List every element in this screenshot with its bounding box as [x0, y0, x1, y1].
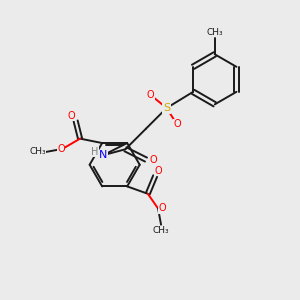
Text: O: O [57, 144, 65, 154]
Text: S: S [163, 103, 170, 113]
Text: CH₃: CH₃ [153, 226, 169, 235]
Text: CH₃: CH₃ [29, 147, 46, 156]
Text: N: N [99, 150, 107, 160]
Text: O: O [147, 90, 154, 100]
Text: O: O [149, 154, 157, 165]
Text: H: H [91, 147, 98, 157]
Text: O: O [159, 203, 166, 214]
Text: O: O [173, 119, 181, 129]
Text: O: O [68, 111, 75, 121]
Text: CH₃: CH₃ [206, 28, 223, 37]
Text: O: O [154, 166, 162, 176]
